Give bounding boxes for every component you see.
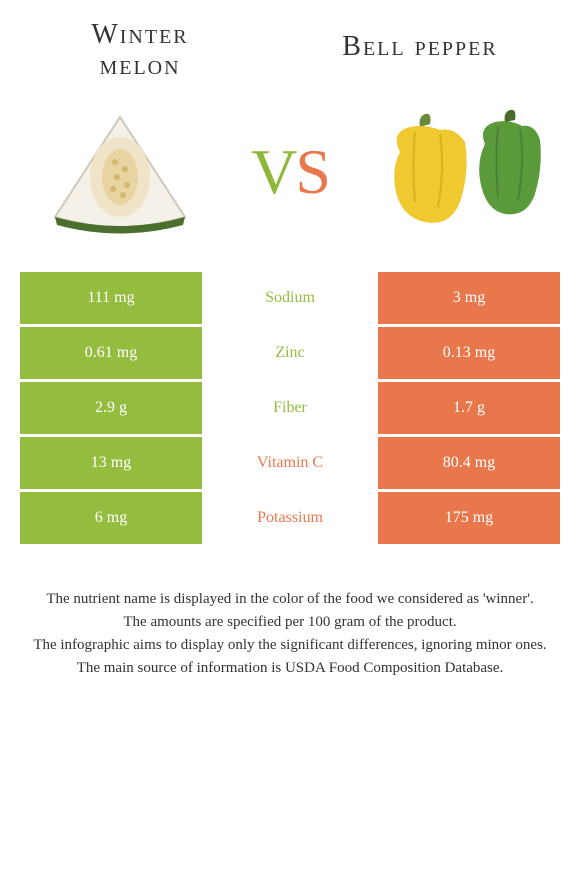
title-left: Winter melon xyxy=(40,20,240,82)
table-row: 2.9 g Fiber 1.7 g xyxy=(20,382,560,434)
right-value: 80.4 mg xyxy=(378,437,560,489)
table-row: 0.61 mg Zinc 0.13 mg xyxy=(20,327,560,379)
left-value: 13 mg xyxy=(20,437,202,489)
right-value: 0.13 mg xyxy=(378,327,560,379)
title-left-line2: melon xyxy=(99,50,180,81)
left-value: 111 mg xyxy=(20,272,202,324)
left-value: 6 mg xyxy=(20,492,202,544)
footnote-line: The amounts are specified per 100 gram o… xyxy=(20,612,560,633)
table-row: 13 mg Vitamin C 80.4 mg xyxy=(20,437,560,489)
left-value: 2.9 g xyxy=(20,382,202,434)
nutrient-label: Vitamin C xyxy=(202,437,378,489)
hero-row: VS xyxy=(10,102,570,242)
nutrient-label: Fiber xyxy=(202,382,378,434)
nutrient-label: Potassium xyxy=(202,492,378,544)
footnote-line: The main source of information is USDA F… xyxy=(20,658,560,679)
title-right: Bell pepper xyxy=(300,20,540,82)
right-value: 1.7 g xyxy=(378,382,560,434)
left-value: 0.61 mg xyxy=(20,327,202,379)
infographic-container: Winter melon Bell pepper VS xyxy=(0,0,580,701)
nutrient-label: Zinc xyxy=(202,327,378,379)
winter-melon-image xyxy=(30,102,210,242)
vs-label: VS xyxy=(251,135,329,209)
bell-pepper-image xyxy=(370,102,550,242)
footnote-line: The nutrient name is displayed in the co… xyxy=(20,589,560,610)
table-row: 111 mg Sodium 3 mg xyxy=(20,272,560,324)
title-left-line1: Winter xyxy=(91,19,188,50)
right-value: 175 mg xyxy=(378,492,560,544)
footnotes: The nutrient name is displayed in the co… xyxy=(10,589,570,679)
nutrient-label: Sodium xyxy=(202,272,378,324)
titles-row: Winter melon Bell pepper xyxy=(10,20,570,82)
right-value: 3 mg xyxy=(378,272,560,324)
table-row: 6 mg Potassium 175 mg xyxy=(20,492,560,544)
vs-v: V xyxy=(251,136,295,207)
footnote-line: The infographic aims to display only the… xyxy=(20,635,560,656)
vs-s: S xyxy=(295,136,329,207)
comparison-table: 111 mg Sodium 3 mg 0.61 mg Zinc 0.13 mg … xyxy=(10,272,570,544)
